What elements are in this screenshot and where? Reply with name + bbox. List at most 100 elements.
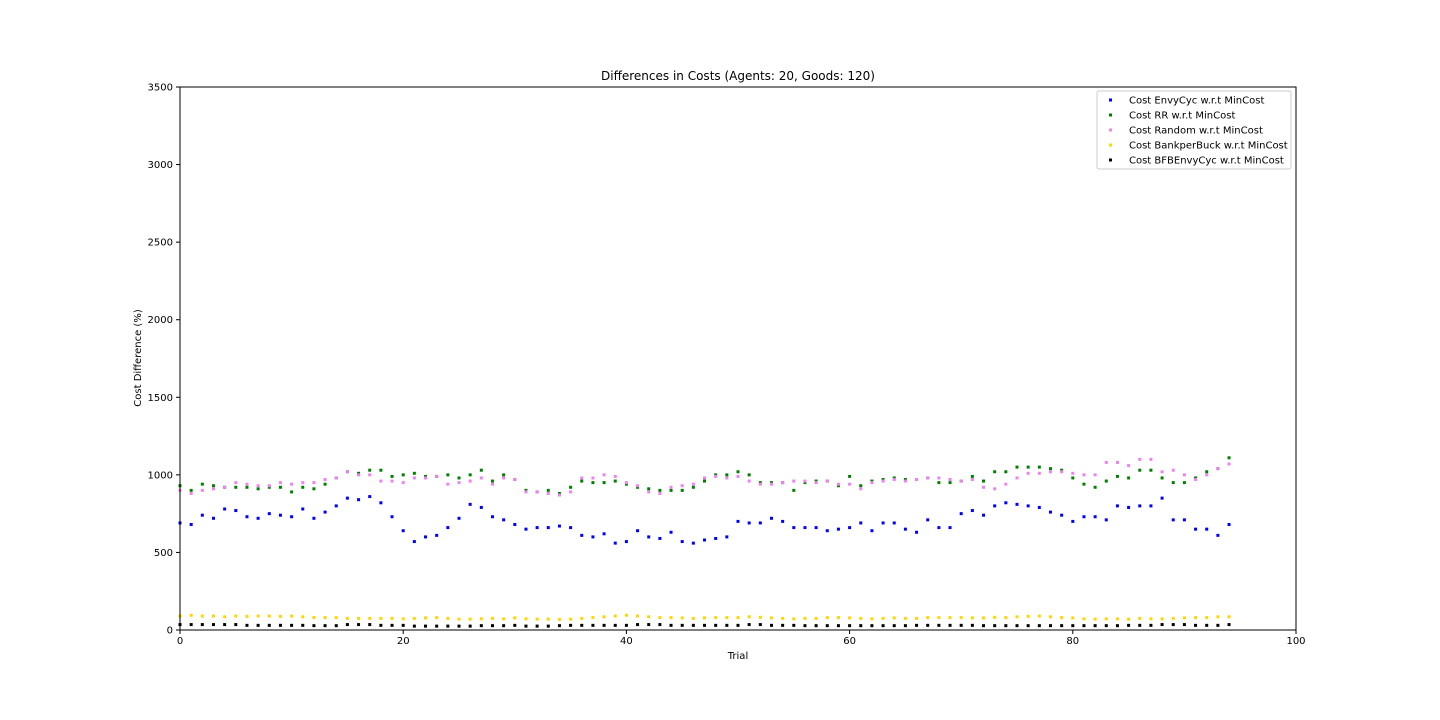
data-point [1037, 505, 1041, 509]
data-point [1015, 624, 1019, 628]
data-point [223, 485, 227, 489]
data-point [647, 535, 651, 539]
data-point [1115, 624, 1119, 628]
legend: Cost EnvyCyc w.r.t MinCost Cost RR w.r.t … [1096, 90, 1292, 170]
data-point [613, 541, 617, 545]
data-point [993, 615, 997, 619]
data-point [1104, 479, 1108, 483]
data-point [357, 473, 361, 477]
data-point [1182, 518, 1186, 522]
data-point [937, 526, 941, 530]
data-point [457, 481, 461, 485]
data-point [524, 617, 528, 621]
data-point [1004, 501, 1008, 505]
data-point [1104, 617, 1108, 621]
data-point [1182, 623, 1186, 627]
data-point [691, 485, 695, 489]
data-point [546, 491, 550, 495]
data-point [401, 481, 405, 485]
data-point [1060, 468, 1064, 472]
data-point [234, 623, 238, 627]
data-point [680, 623, 684, 627]
data-point [1071, 616, 1075, 620]
data-point [546, 526, 550, 530]
data-point [245, 482, 249, 486]
data-point [412, 624, 416, 628]
data-point [669, 623, 673, 627]
data-point [937, 476, 941, 480]
data-point [747, 615, 751, 619]
data-point [457, 617, 461, 621]
x-tick-label: 100 [1286, 636, 1305, 647]
data-point [591, 481, 595, 485]
data-point [390, 515, 394, 519]
data-point [1138, 623, 1142, 627]
y-tick-label: 1500 [148, 393, 173, 404]
data-point [357, 498, 361, 502]
data-point [1149, 617, 1153, 621]
data-point [703, 623, 707, 627]
data-point [669, 485, 673, 489]
y-axis: 0 500 1000 1500 2000 2500 3000 3500 [148, 83, 180, 637]
data-point [557, 624, 561, 628]
data-point [502, 624, 506, 628]
data-point [591, 476, 595, 480]
data-point [982, 485, 986, 489]
data-point [758, 521, 762, 525]
data-point [502, 617, 506, 621]
data-point [290, 482, 294, 486]
data-point [747, 623, 751, 627]
data-point [1171, 481, 1175, 485]
data-point [513, 623, 517, 627]
data-point [658, 536, 662, 540]
data-point [781, 519, 785, 523]
data-point [881, 624, 885, 628]
data-point [312, 616, 316, 620]
data-point [334, 624, 338, 628]
data-point [613, 474, 617, 478]
data-point [256, 614, 260, 618]
data-point [1048, 624, 1052, 628]
data-point [1015, 476, 1019, 480]
data-point [424, 624, 428, 628]
data-point [725, 623, 729, 627]
data-point [792, 526, 796, 530]
data-point [357, 623, 361, 627]
data-point [1115, 504, 1119, 508]
data-point [926, 616, 930, 620]
data-point [959, 512, 963, 516]
data-point [647, 615, 651, 619]
y-tick-label: 3000 [148, 160, 173, 171]
data-point [513, 616, 517, 620]
data-point [1093, 485, 1097, 489]
data-point [647, 487, 651, 491]
data-point [401, 617, 405, 621]
data-point [803, 616, 807, 620]
data-point [1127, 464, 1131, 468]
data-point [970, 474, 974, 478]
legend-marker [1109, 128, 1112, 132]
data-point [970, 478, 974, 482]
data-point [915, 623, 919, 627]
data-point [569, 617, 573, 621]
data-point [256, 487, 260, 491]
legend-label: Cost EnvyCyc w.r.t MinCost [1129, 96, 1264, 107]
data-point [569, 623, 573, 627]
data-point [569, 526, 573, 530]
data-point [714, 473, 718, 477]
data-point [602, 615, 606, 619]
data-point [1138, 457, 1142, 461]
data-point [435, 624, 439, 628]
data-point [758, 482, 762, 486]
legend-marker [1109, 143, 1112, 147]
data-point [1149, 623, 1153, 627]
data-point [1127, 617, 1131, 621]
data-point [892, 521, 896, 525]
data-point [1082, 473, 1086, 477]
data-point [1205, 623, 1209, 627]
data-point [814, 481, 818, 485]
data-point [703, 616, 707, 620]
data-point [1205, 527, 1209, 531]
data-point [703, 538, 707, 542]
